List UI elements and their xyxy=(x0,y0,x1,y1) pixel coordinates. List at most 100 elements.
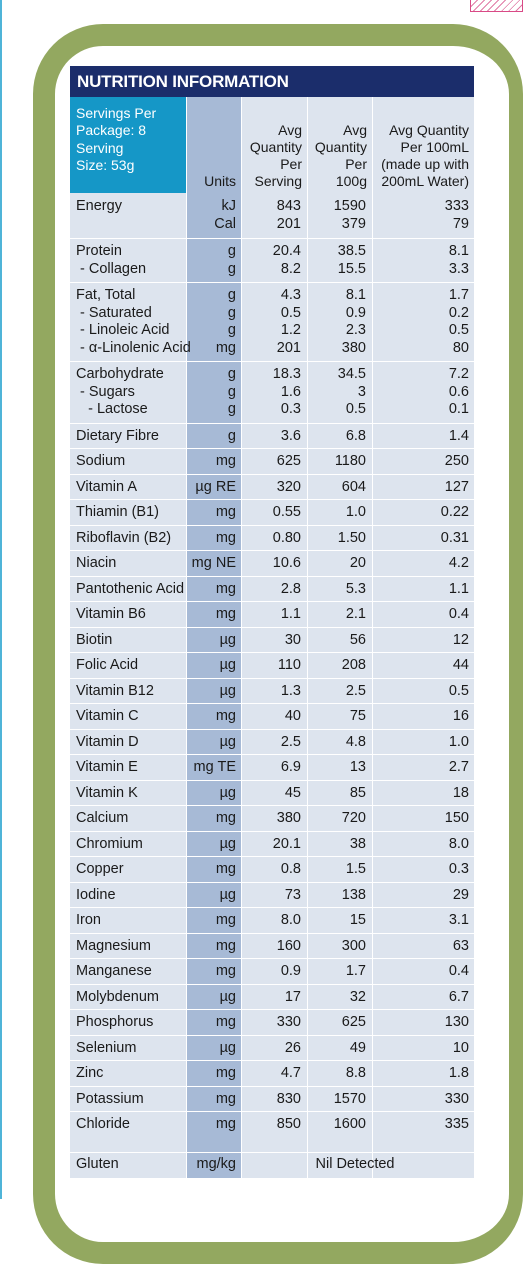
nutrient-name: Selenium xyxy=(76,1039,137,1056)
value-per-100g: 1600 xyxy=(333,1116,366,1132)
column-divider xyxy=(307,97,308,1178)
value-per-100ml: 330 xyxy=(444,1090,469,1107)
value-per-100ml: 0.3 xyxy=(448,861,469,877)
nutrient-name: Fat, Total - Saturated - Linoleic Acid -… xyxy=(76,287,191,356)
value-per-serving: 330 xyxy=(276,1014,301,1030)
nutrient-units: µg xyxy=(219,886,236,903)
nutrient-name: Vitamin A xyxy=(76,478,137,495)
value-per-serving: 4.3 0.5 1.2 201 xyxy=(276,287,301,356)
value-per-serving: 73 xyxy=(284,886,301,903)
nutrient-name: Vitamin E xyxy=(76,759,138,775)
nutrient-units: mg xyxy=(215,606,236,622)
value-per-100ml: 44 xyxy=(452,657,469,673)
nutrient-units: µg xyxy=(219,657,236,673)
value-per-serving: 0.80 xyxy=(272,529,301,546)
column-divider xyxy=(241,97,242,1178)
nutrient-units: mg TE xyxy=(193,759,236,775)
nutrient-units: g g g mg xyxy=(215,287,236,356)
nutrient-row: Calcium mg 380 720 150 xyxy=(70,805,474,831)
value-per-serving: 0.8 xyxy=(280,861,301,877)
nutrient-row: Dietary Fibre g 3.6 6.8 1.4 xyxy=(70,422,474,449)
value-per-100g: 56 xyxy=(349,631,366,648)
value-per-serving: 380 xyxy=(276,810,301,826)
nutrient-row: Zinc mg 4.7 8.8 1.8 xyxy=(70,1060,474,1086)
units-column-background xyxy=(186,193,241,1178)
value-per-serving: 320 xyxy=(276,478,301,495)
servings-header: Servings Per Package: 8 Serving Size: 53… xyxy=(70,97,186,193)
value-per-100ml: 335 xyxy=(444,1116,469,1132)
value-per-100g: 8.1 0.9 2.3 380 xyxy=(341,287,366,356)
value-per-100g: 15 xyxy=(349,912,366,928)
nutrient-row: Niacin mg NE 10.6 20 4.2 xyxy=(70,550,474,576)
units-header-label: Units xyxy=(204,173,236,189)
nutrient-units: µg xyxy=(219,784,236,801)
nutrient-row: Iron mg 8.0 15 3.1 xyxy=(70,907,474,933)
value-per-100ml: 3.1 xyxy=(448,912,469,928)
value-per-100g: 13 xyxy=(349,759,366,775)
page-edge-line xyxy=(0,0,2,1199)
nutrient-row: Iodine µg 73 138 29 xyxy=(70,881,474,908)
value-per-100ml: 6.7 xyxy=(448,988,469,1005)
nutrient-row: Folic Acid µg 110 208 44 xyxy=(70,652,474,678)
serving-size-value: Size: 53g xyxy=(76,157,135,173)
value-per-100ml: 1.4 xyxy=(448,427,469,444)
nutrient-units: mg xyxy=(215,1014,236,1030)
nutrient-name: Molybdenum xyxy=(76,988,160,1005)
value-per-serving: 45 xyxy=(284,784,301,801)
value-per-serving: 110 xyxy=(277,657,301,673)
nutrient-units: µg RE xyxy=(195,478,236,495)
nutrient-units: g xyxy=(227,427,236,444)
nutrient-name: Biotin xyxy=(76,631,113,648)
value-per-100ml: 250 xyxy=(444,453,469,469)
nutrient-row: Energy kJ Cal 843 201 1590 379 333 79 xyxy=(70,194,474,238)
nutrient-row: Thiamin (B1) mg 0.55 1.0 0.22 xyxy=(70,499,474,525)
value-per-serving: 2.8 xyxy=(280,580,301,597)
servings-per-label: Servings Per xyxy=(76,105,157,121)
nutrient-row: Vitamin B12 µg 1.3 2.5 0.5 xyxy=(70,677,474,704)
value-per-100ml: 0.22 xyxy=(440,504,469,520)
nutrient-units: mg/kg xyxy=(196,1156,237,1172)
value-per-100ml: 4.2 xyxy=(448,555,469,571)
nutrient-units: mg xyxy=(215,912,236,928)
nutrient-units: µg xyxy=(219,682,236,699)
nutrient-name: Protein - Collagen xyxy=(76,243,147,277)
nutrient-name: Vitamin K xyxy=(76,784,138,801)
value-per-100ml: 0.4 xyxy=(448,606,469,622)
nutrient-row: Vitamin D µg 2.5 4.8 1.0 xyxy=(70,728,474,755)
nutrient-name: Gluten xyxy=(76,1156,119,1172)
value-per-100g: 32 xyxy=(349,988,366,1005)
value-per-serving: 0.9 xyxy=(280,963,301,979)
nutrient-units: mg xyxy=(215,1065,236,1081)
nutrient-units: µg xyxy=(219,631,236,648)
value-per-100g: 2.5 xyxy=(345,682,366,699)
nutrient-row: Biotin µg 30 56 12 xyxy=(70,626,474,653)
value-per-100ml: 1.8 xyxy=(448,1065,469,1081)
value-per-100g: 1590 379 xyxy=(333,198,366,232)
value-per-100ml: 7.2 0.6 0.1 xyxy=(448,366,469,417)
column-divider xyxy=(372,97,373,1178)
nutrient-units: mg NE xyxy=(191,555,236,571)
nutrient-units: mg xyxy=(215,580,236,597)
value-per-serving: 40 xyxy=(284,708,301,724)
value-per-100g: 208 xyxy=(341,657,366,673)
per-serving-header-text: Avg Quantity Per Serving xyxy=(249,122,302,189)
value-per-serving: 10.6 xyxy=(272,555,301,571)
nutrient-row: Riboflavin (B2) mg 0.80 1.50 0.31 xyxy=(70,524,474,551)
nutrient-name: Carbohydrate - Sugars - Lactose xyxy=(76,366,164,417)
nutrient-row: Phosphorus mg 330 625 130 xyxy=(70,1009,474,1035)
value-per-100ml: 12 xyxy=(452,631,469,648)
nutrient-row: Chloride mg 850 1600 335 xyxy=(70,1111,474,1137)
nutrient-row: Copper mg 0.8 1.5 0.3 xyxy=(70,856,474,882)
nutrient-row: Potassium mg 830 1570 330 xyxy=(70,1085,474,1112)
nutrient-name: Folic Acid xyxy=(76,657,139,673)
nutrient-row: Protein - Collagen g g 20.4 8.2 38.5 15.5 8.1 3.… xyxy=(70,238,474,282)
panel-title: NUTRITION INFORMATION xyxy=(70,66,474,97)
nutrient-units: mg xyxy=(215,453,236,469)
value-per-100g: 1570 xyxy=(333,1090,366,1107)
value-per-serving: 625 xyxy=(276,453,301,469)
value-per-100ml: 0.31 xyxy=(440,529,469,546)
nutrient-units: mg xyxy=(215,810,236,826)
value-per-100ml: 8.0 xyxy=(448,835,469,852)
value-per-serving: 850 xyxy=(276,1116,301,1132)
